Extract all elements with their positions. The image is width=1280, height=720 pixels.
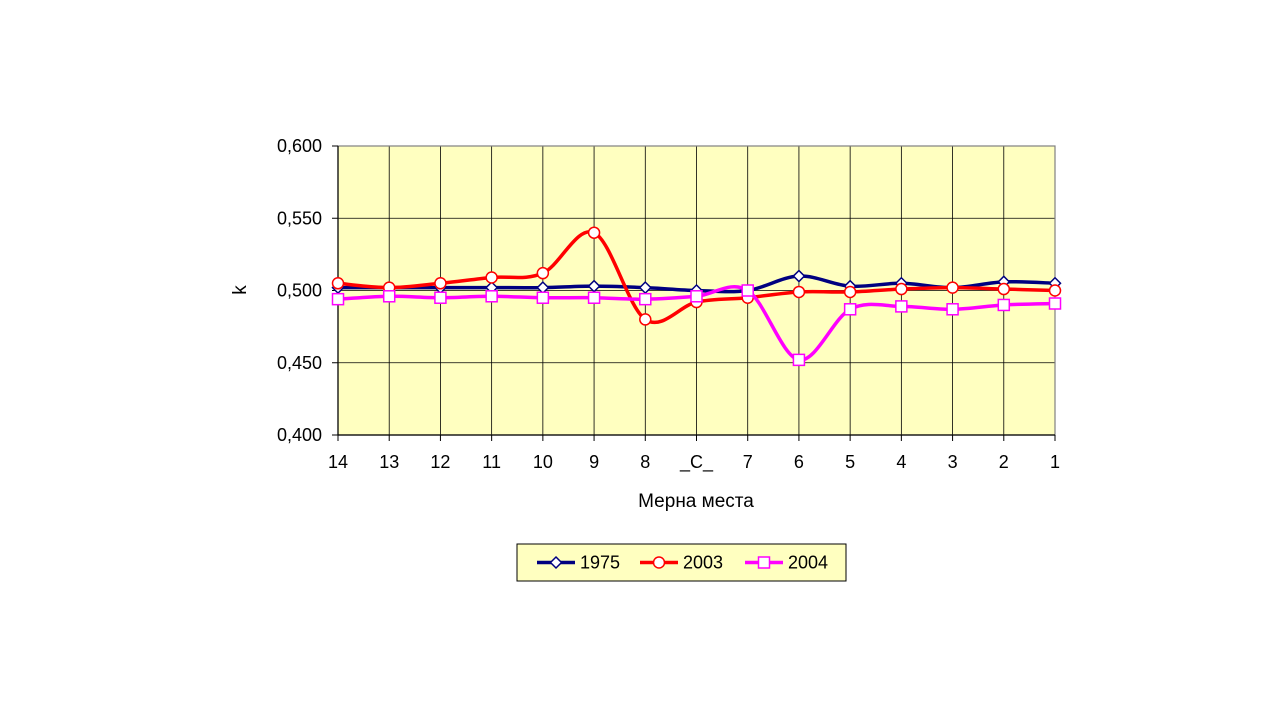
data-point-2003	[895, 282, 908, 296]
data-point-2004	[331, 292, 345, 306]
x-tick-label: _C_	[679, 452, 714, 473]
series-2004	[331, 284, 1062, 367]
data-point-2003	[587, 226, 601, 239]
legend-marker-2003	[652, 556, 666, 569]
legend-label-2003: 2003	[683, 553, 723, 573]
data-point-2003	[485, 271, 498, 284]
y-tick-label: 0,500	[277, 281, 322, 301]
x-tick-label: 10	[533, 452, 553, 472]
series-group	[331, 226, 1062, 367]
x-tick-label: 11	[482, 452, 501, 472]
x-tick-label: 6	[794, 452, 804, 472]
x-tick-label: 3	[948, 452, 958, 472]
legend-label-2004: 2004	[788, 553, 828, 573]
data-point-2003	[946, 281, 959, 294]
data-point-2004	[536, 291, 550, 304]
data-point-1975	[792, 269, 806, 283]
data-point-2004	[1048, 297, 1062, 310]
data-point-2004	[639, 292, 652, 306]
data-point-2003	[843, 285, 857, 299]
x-axis-title: Мерна места	[638, 491, 754, 512]
data-point-2003	[434, 277, 447, 290]
data-point-2004	[434, 291, 447, 304]
series-line-2003	[337, 230, 1056, 325]
x-tick-label: 8	[640, 452, 650, 472]
y-tick-label: 0,600	[277, 136, 322, 156]
data-point-2004	[587, 291, 601, 304]
legend-label-1975: 1975	[580, 553, 620, 573]
data-point-2004	[946, 303, 959, 316]
data-point-2003	[639, 313, 652, 326]
y-tick-label: 0,450	[277, 353, 322, 373]
x-tick-label: 5	[845, 452, 855, 472]
y-axis-title: k	[230, 285, 251, 295]
x-tick-label: 13	[379, 452, 399, 472]
data-point-2004	[690, 290, 703, 303]
x-tick-label: 2	[999, 452, 1009, 472]
data-point-2003	[536, 266, 550, 280]
legend: 1975 2003 2004	[516, 543, 847, 582]
x-tick-label: 14	[328, 452, 348, 472]
data-point-2003	[1048, 284, 1062, 297]
data-point-2004	[792, 353, 806, 367]
data-point-2004	[741, 284, 754, 297]
data-point-2004	[382, 290, 396, 303]
x-tick-label: 12	[430, 452, 450, 472]
x-tick-label: 9	[589, 452, 599, 472]
data-point-2003	[997, 282, 1011, 296]
data-point-2003	[792, 285, 806, 299]
data-point-2004	[485, 290, 498, 303]
data-point-2003	[331, 277, 345, 290]
series-2003	[331, 226, 1062, 326]
data-point-2004	[895, 300, 908, 313]
y-tick-label: 0,550	[277, 208, 322, 228]
legend-marker-1975	[549, 555, 563, 570]
data-point-2004	[843, 303, 857, 316]
x-tick-label: 7	[743, 452, 753, 472]
x-tick-label: 4	[896, 452, 906, 472]
data-point-2004	[997, 298, 1011, 312]
x-tick-label: 1	[1050, 452, 1060, 472]
series-line-2004	[337, 284, 1056, 362]
y-tick-label: 0,400	[277, 425, 322, 445]
legend-marker-2004	[757, 556, 771, 569]
